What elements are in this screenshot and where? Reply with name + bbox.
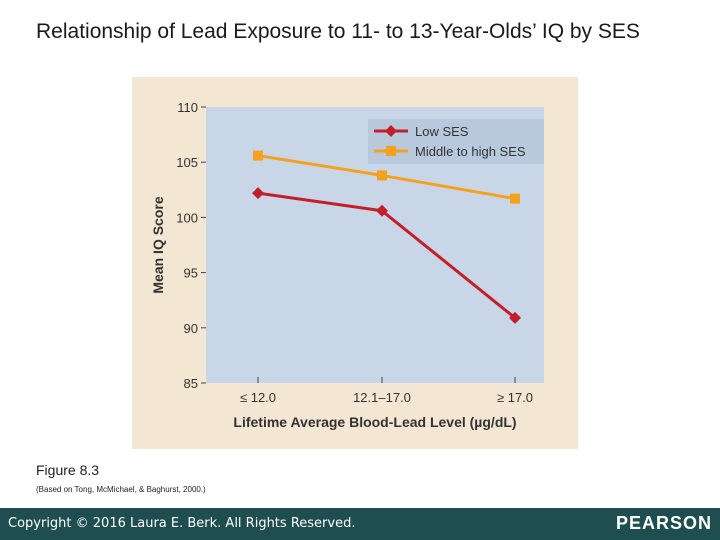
data-point (252, 187, 264, 200)
y-tick-label: 105 (176, 155, 198, 170)
line-chart: 85 90 95 100 105 110 ≤ 12.0 12.1–17.0 ≥ 17.0 Life… (150, 100, 544, 430)
x-axis-title: Lifetime Average Blood-Lead Level (µg/dL… (233, 414, 516, 430)
legend-marker (385, 125, 397, 137)
data-point (377, 170, 387, 181)
figure-source: (Based on Tong, McMichael, & Baghurst, 2… (36, 485, 206, 494)
slide-title: Relationship of Lead Exposure to 11- to … (36, 20, 640, 43)
y-tick-label: 90 (184, 321, 198, 336)
x-tick-label: ≥ 17.0 (497, 390, 533, 405)
data-point (510, 193, 520, 204)
data-point (376, 204, 388, 217)
y-tick-label: 95 (184, 266, 198, 281)
y-tick-label: 100 (176, 210, 198, 225)
legend-box (368, 119, 544, 164)
legend-label: Middle to high SES (415, 144, 526, 159)
legend-label: Low SES (415, 124, 469, 139)
x-tick-label: 12.1–17.0 (353, 390, 411, 405)
chart-panel: 85 90 95 100 105 110 ≤ 12.0 12.1–17.0 ≥ 17.0 Life… (132, 77, 578, 449)
x-tick-label: ≤ 12.0 (240, 390, 276, 405)
figure-label: Figure 8.3 (36, 462, 100, 478)
copyright-text: Copyright © 2016 Laura E. Berk. All Righ… (8, 516, 356, 531)
footer-bar: Copyright © 2016 Laura E. Berk. All Righ… (0, 508, 720, 540)
y-axis-title: Mean IQ Score (150, 196, 166, 293)
pearson-logo: PEARSON (615, 513, 712, 533)
data-point (253, 150, 263, 161)
y-tick-label: 110 (177, 100, 198, 115)
data-point (509, 311, 521, 324)
y-tick-label: 85 (184, 376, 198, 391)
legend-marker (386, 146, 396, 156)
